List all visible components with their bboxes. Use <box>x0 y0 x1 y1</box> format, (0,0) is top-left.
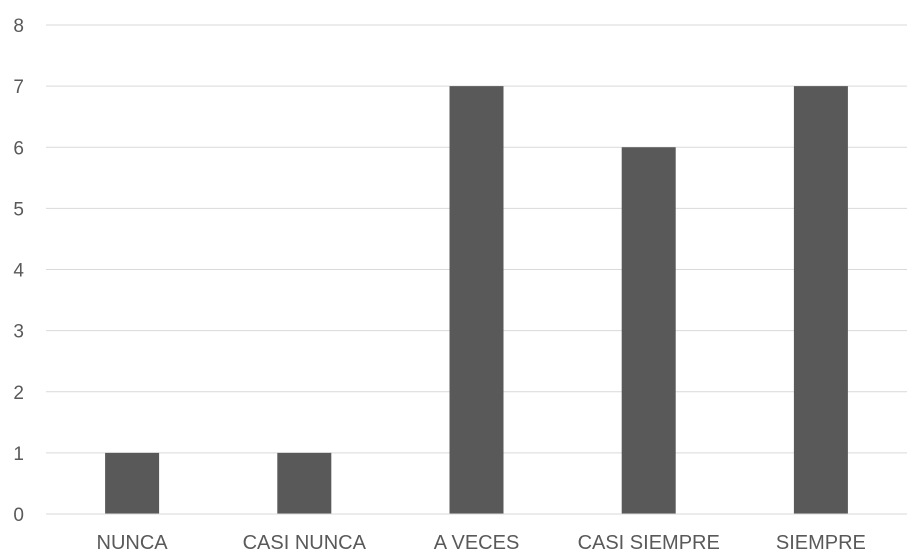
y-tick-label: 0 <box>13 505 24 526</box>
bar-casi-siempre <box>621 147 676 514</box>
y-tick-label: 4 <box>13 261 24 282</box>
x-category-label: CASI NUNCA <box>243 532 367 552</box>
x-axis-category-labels: NUNCA CASI NUNCA A VECES CASI SIEMPRE SIEMPR… <box>97 532 866 552</box>
bar-casi-nunca <box>277 452 332 514</box>
y-tick-label: 1 <box>13 444 24 465</box>
x-category-label: A VECES <box>434 532 520 552</box>
bar-nunca <box>105 452 160 514</box>
bar-siempre <box>793 86 848 514</box>
bar-a-veces <box>449 86 504 514</box>
y-tick-label: 2 <box>13 383 24 404</box>
y-axis-tick-labels: 0 1 2 3 4 5 6 7 8 <box>13 16 24 526</box>
x-category-label: NUNCA <box>97 532 169 552</box>
y-tick-label: 7 <box>13 77 24 98</box>
y-tick-label: 3 <box>13 322 24 343</box>
y-tick-label: 8 <box>13 16 24 37</box>
x-category-label: CASI SIEMPRE <box>578 532 720 552</box>
y-tick-label: 5 <box>13 199 24 220</box>
x-category-label: SIEMPRE <box>776 532 866 552</box>
bars <box>105 86 848 514</box>
y-tick-label: 6 <box>13 138 24 159</box>
